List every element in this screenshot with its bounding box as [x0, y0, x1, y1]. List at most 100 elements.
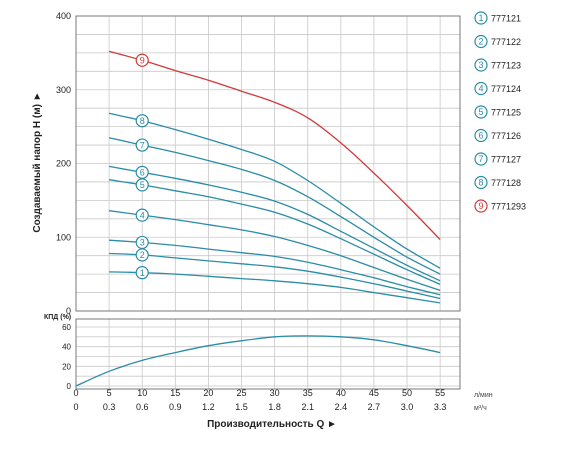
legend-entry-8: 777128: [491, 178, 521, 188]
efficiency-curve: [75, 335, 441, 387]
x-tick-label-m3: 2.4: [335, 402, 348, 412]
x-tick-label: 15: [170, 388, 180, 398]
x-tick-label: 0: [73, 388, 78, 398]
legend-marker-9: [474, 199, 488, 213]
head-curve-7: [108, 137, 441, 275]
curve-marker-label: 5: [140, 180, 145, 190]
efficiency-y-tick-label: 60: [62, 323, 71, 332]
x-tick-label: 20: [203, 388, 213, 398]
y-tick-label: 0: [66, 306, 71, 316]
curve-marker-9: [135, 53, 149, 67]
curve-marker-label: 1: [140, 268, 145, 278]
legend: 1 777121 2 777122 3 777123 4 777124 5 777125 6 7771…: [474, 11, 526, 213]
curve-marker-3: [135, 235, 149, 250]
legend-marker-5: [474, 105, 488, 119]
curve-marker-label: 4: [140, 210, 145, 220]
efficiency-y-tick-label: 0: [67, 382, 72, 391]
x-tick-label-m3: 3.3: [434, 402, 447, 412]
efficiency-curve-group: [75, 335, 441, 387]
curve-marker-4: [135, 208, 149, 222]
legend-marker-label: 8: [478, 178, 483, 188]
curve-marker-8: [135, 114, 149, 128]
legend-marker-label: 2: [478, 37, 483, 47]
legend-marker-8: [474, 175, 488, 190]
curve-marker-label: 6: [140, 168, 145, 178]
head-curve-2: [109, 252, 441, 300]
x-tick-label: 5: [107, 388, 112, 398]
curve-marker-label: 7: [140, 140, 145, 150]
x-tick-label-m3: 0.9: [169, 402, 182, 412]
curve-markers: 1 2 3 4 5 6 7 8 9: [135, 53, 149, 280]
head-curve-6: [108, 165, 441, 282]
y-tick-label: 300: [56, 85, 71, 95]
legend-marker-4: [474, 81, 488, 96]
legend-marker-7: [474, 152, 488, 166]
legend-marker-label: 9: [478, 201, 483, 211]
efficiency-y-tick-label: 40: [62, 343, 71, 352]
head-plot-frame: [75, 15, 461, 312]
curve-marker-label: 3: [140, 238, 145, 248]
y-axis-title: Создаваемый напор H (м) ►: [32, 91, 43, 232]
x-tick-label-m3: 1.8: [268, 402, 281, 412]
y-tick-label: 400: [56, 11, 71, 21]
x-tick-label-m3: 0.6: [136, 402, 149, 412]
y-tick-label: 200: [56, 159, 71, 169]
x-axis-title: Производительность Q ►: [207, 419, 337, 430]
curve-marker-label: 2: [140, 250, 145, 260]
x-tick-label: 30: [270, 388, 280, 398]
legend-marker-label: 5: [478, 107, 483, 117]
x-tick-label-m3: 1.2: [202, 402, 215, 412]
legend-marker-label: 7: [478, 154, 483, 164]
legend-marker-2: [474, 34, 488, 49]
legend-entry-4: 777124: [491, 84, 521, 94]
x-tick-label: 55: [435, 388, 445, 398]
legend-marker-label: 6: [478, 131, 483, 141]
x-tick-label: 10: [137, 388, 147, 398]
legend-marker-label: 1: [478, 13, 483, 23]
efficiency-plot-frame: [75, 318, 461, 390]
legend-entry-2: 777122: [491, 37, 521, 47]
head-curves: [108, 50, 441, 304]
x-tick-label-m3: 0: [73, 402, 78, 412]
x-tick-label: 25: [237, 388, 247, 398]
legend-entry-7: 777127: [491, 155, 521, 165]
legend-entry-3: 777123: [491, 61, 521, 71]
x-unit-l-min: л/мин: [474, 392, 493, 399]
curve-marker-1: [135, 266, 149, 280]
head-curve-9: [108, 50, 441, 240]
curve-marker-label: 8: [140, 116, 145, 126]
head-chart-grid: [75, 15, 461, 312]
head-curve-5: [108, 179, 441, 285]
x-tick-label-m3: 0.3: [103, 402, 116, 412]
head-curve-8: [108, 112, 441, 269]
x-tick-label: 50: [402, 388, 412, 398]
x-tick-label: 40: [336, 388, 346, 398]
curve-marker-7: [135, 138, 149, 152]
legend-entry-5: 777125: [491, 108, 521, 118]
x-unit-m3-h: м³/ч: [474, 405, 487, 412]
curve-marker-label: 9: [140, 55, 145, 65]
x-tick-label-m3: 1.5: [235, 402, 248, 412]
legend-entry-9: 7771293: [491, 202, 526, 212]
legend-marker-6: [474, 128, 488, 143]
head-curve-1: [109, 271, 441, 304]
curve-marker-6: [135, 165, 149, 179]
head-curve-3: [109, 239, 441, 296]
legend-marker-3: [474, 58, 488, 72]
legend-entry-6: 777126: [491, 131, 521, 141]
x-tick-label-m3: 2.7: [368, 402, 381, 412]
legend-marker-label: 4: [478, 84, 483, 94]
x-tick-label: 35: [303, 388, 313, 398]
head-curve-4: [109, 210, 441, 292]
efficiency-chart-grid: [75, 318, 461, 390]
x-tick-label-m3: 3.0: [401, 402, 414, 412]
y-tick-label: 100: [56, 232, 71, 242]
legend-marker-1: [474, 11, 488, 25]
legend-entry-1: 777121: [491, 14, 521, 24]
efficiency-axis-label: КПД (%): [44, 314, 71, 321]
legend-marker-label: 3: [478, 60, 483, 70]
x-tick-label-m3: 2.1: [301, 402, 314, 412]
x-tick-label: 45: [369, 388, 379, 398]
